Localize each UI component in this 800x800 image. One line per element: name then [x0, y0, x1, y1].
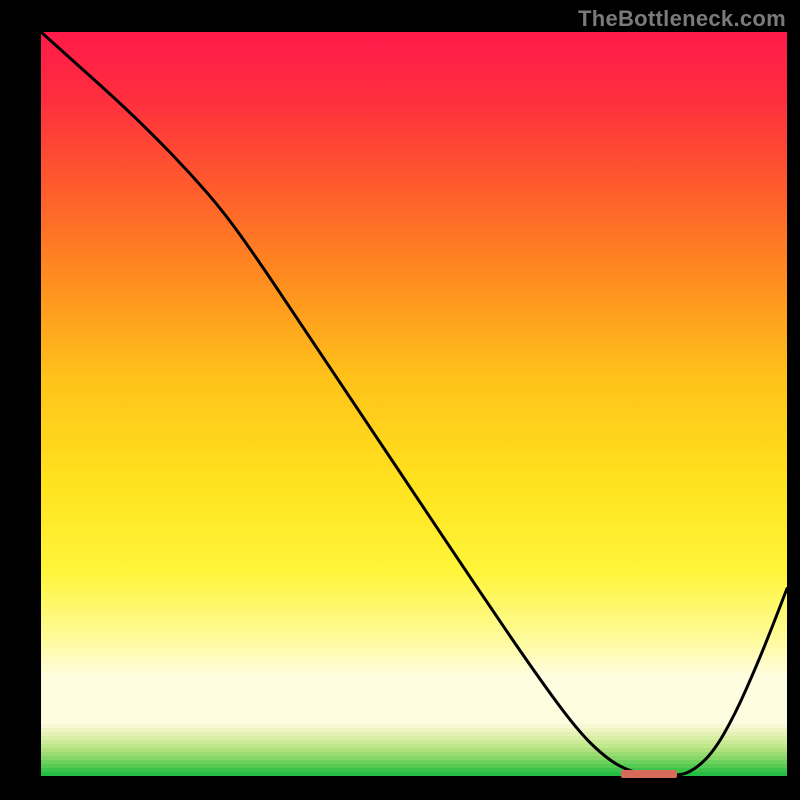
curve-svg [41, 32, 787, 776]
min-marker [621, 770, 677, 778]
watermark: TheBottleneck.com [578, 6, 786, 32]
plot-area [41, 32, 787, 776]
